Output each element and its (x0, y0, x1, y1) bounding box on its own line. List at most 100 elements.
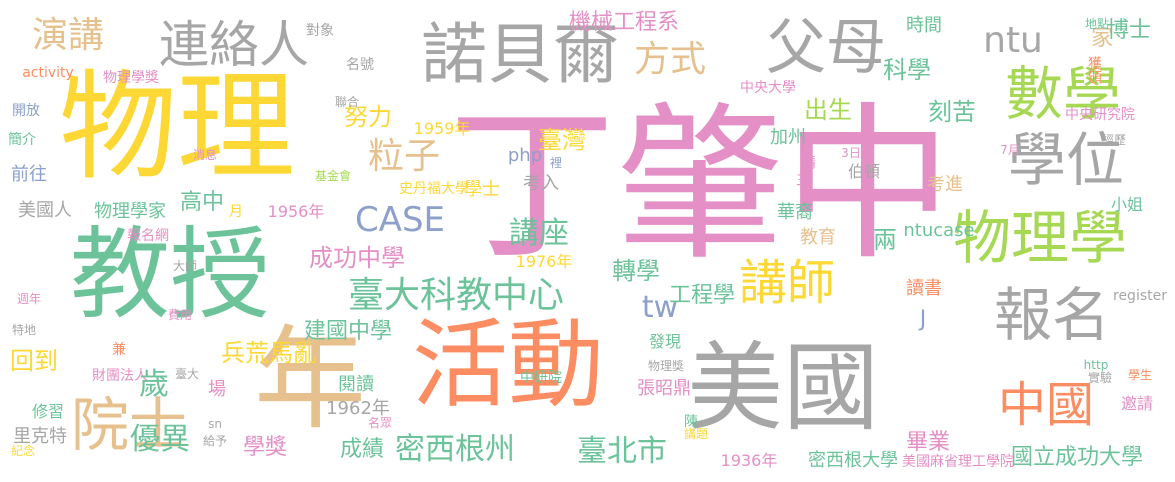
cloud-word: 臺北市 (577, 434, 667, 469)
cloud-word: 博士 (1106, 18, 1152, 43)
cloud-word: 發現 (648, 332, 682, 351)
cloud-word: 聯合 (334, 95, 360, 109)
cloud-word: 講師 (738, 255, 836, 311)
cloud-word: register (1113, 288, 1167, 304)
cloud-word: 中央研究院 (1065, 107, 1135, 123)
cloud-word: J (919, 307, 927, 332)
cloud-word: 大師 (172, 259, 198, 273)
cloud-word: 張昭鼎 (637, 378, 691, 399)
cloud-word: 史丹福大學 (399, 181, 469, 197)
cloud-word: 兩 (873, 226, 897, 254)
cloud-word: 報名網 (127, 228, 169, 244)
cloud-word: 時間 (906, 15, 942, 36)
cloud-word: 國立成功大學 (1010, 445, 1144, 470)
cloud-word: 1976年 (515, 252, 573, 271)
cloud-word: 美國 (687, 332, 879, 444)
cloud-word: 考入 (523, 173, 559, 194)
cloud-word: 閱讀 (338, 374, 374, 395)
cloud-word: 場 (208, 379, 226, 400)
cloud-word: 對象 (306, 23, 334, 39)
cloud-word: 費用 (167, 308, 193, 322)
cloud-word: 1936年 (720, 451, 778, 470)
cloud-word: 1959年 (413, 119, 471, 138)
cloud-word: 地點 (1084, 17, 1110, 31)
cloud-word: 中央大學 (740, 80, 796, 96)
cloud-word: 兼 (112, 342, 126, 358)
cloud-word: 裡 (549, 156, 563, 170)
cloud-word: 財團法人 (92, 368, 148, 384)
cloud-word: 週年 (16, 292, 42, 306)
cloud-word: 經歷 (1101, 133, 1127, 147)
cloud-word: 活動 (412, 309, 604, 421)
cloud-word: 學獎 (242, 435, 288, 460)
cloud-word: 特地 (11, 323, 37, 337)
cloud-word: 修習 (31, 402, 65, 421)
cloud-word: 學士 (464, 179, 500, 200)
cloud-word: 伯頓 (847, 162, 881, 181)
cloud-word: 諾貝爾 (421, 16, 619, 93)
cloud-word: 轉學 (612, 257, 660, 285)
cloud-word: 教育 (800, 227, 836, 248)
cloud-word: 密西根州 (395, 432, 515, 467)
cloud-word: 1956年 (267, 202, 325, 221)
cloud-word: 3日 (841, 146, 861, 160)
cloud-word: 開放 (12, 103, 40, 119)
cloud-word: 物理 (58, 58, 296, 196)
cloud-word: 1962年 (326, 398, 390, 419)
cloud-word: 讀書 (906, 278, 942, 299)
cloud-word: 建國中學 (303, 319, 393, 344)
cloud-word: 努力 (344, 103, 392, 131)
cloud-word: 里克特 (13, 426, 67, 447)
cloud-word: 優異 (130, 422, 190, 457)
cloud-word: 中國 (997, 377, 1095, 433)
cloud-word: 紀念 (10, 444, 36, 458)
cloud-word: 演講 (31, 15, 105, 56)
cloud-word: 年 (254, 315, 366, 445)
cloud-word: 刻苦 (928, 98, 976, 126)
cloud-word: ntucase (903, 220, 975, 241)
cloud-word: 工程學 (668, 283, 736, 308)
cloud-word: 講題 (683, 427, 709, 441)
cloud-word: 臺大 (174, 367, 200, 381)
cloud-word: 考進 (927, 174, 963, 195)
cloud-word: tw (641, 290, 679, 325)
cloud-word: 歲 (139, 367, 169, 402)
cloud-word: 物理學獎 (103, 70, 159, 86)
cloud-word: 7月 (1000, 143, 1020, 157)
cloud-word: http (1083, 358, 1109, 372)
cloud-word: 數學 (1004, 60, 1122, 128)
cloud-word: 成功中學 (309, 244, 405, 272)
cloud-word: 中研院 (520, 370, 562, 386)
cloud-word: sn (208, 417, 222, 431)
cloud-word: 家 (1090, 26, 1114, 51)
cloud-word: 加州 (770, 127, 806, 148)
cloud-word: 簡介 (8, 132, 36, 148)
cloud-word: 回到 (10, 347, 58, 375)
cloud-word: 機械工程系 (568, 10, 680, 35)
cloud-word: ntu (983, 20, 1043, 61)
cloud-word: 成績 (339, 437, 385, 462)
cloud-word: 父母 (766, 13, 886, 83)
cloud-word: 實驗 (1087, 371, 1113, 385)
cloud-word: 名眾 (367, 416, 393, 430)
cloud-word: 科學 (883, 56, 931, 84)
cloud-word: 物理學家 (94, 201, 166, 222)
cloud-word: 基金會 (314, 169, 352, 183)
cloud-word: 臺大科教中心 (347, 275, 565, 316)
cloud-word: 請 (800, 155, 816, 169)
cloud-word: 美國人 (18, 200, 72, 221)
cloud-word: 給予 (202, 434, 228, 448)
cloud-word: 密西根大學 (808, 450, 898, 471)
cloud-word: 邀請 (1120, 394, 1154, 413)
cloud-word: 陳 (684, 414, 698, 430)
cloud-word: 美國麻省理工學院 (902, 454, 1014, 470)
cloud-word: 畢業 (905, 430, 951, 455)
cloud-word: CASE (354, 200, 446, 240)
cloud-word: 小姐 (1110, 195, 1144, 214)
cloud-word: 連絡人 (159, 16, 309, 74)
cloud-word: 高中 (179, 190, 225, 215)
cloud-word: 丁肇中 (448, 87, 952, 283)
cloud-word: 消息 (192, 148, 218, 162)
cloud-word: 講座 (509, 216, 569, 251)
